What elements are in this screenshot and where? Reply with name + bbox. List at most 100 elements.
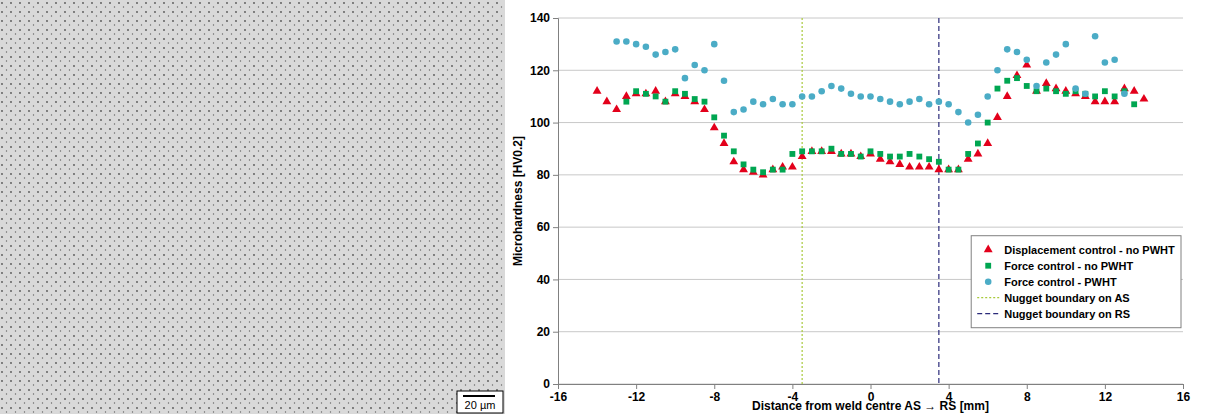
- data-point: [1004, 46, 1011, 53]
- x-tick-label: -8: [709, 390, 720, 404]
- grid-line: [558, 18, 1183, 19]
- data-point: [1130, 86, 1139, 94]
- data-point: [730, 109, 737, 116]
- data-point: [915, 162, 924, 170]
- data-point: [612, 104, 621, 112]
- y-axis-title: Microhardness [HV0.2]: [511, 136, 525, 266]
- data-point: [857, 93, 864, 100]
- data-point: [1014, 49, 1021, 56]
- data-point: [1102, 88, 1108, 94]
- data-point: [848, 151, 854, 157]
- data-point: [983, 138, 992, 146]
- x-tick: 12: [1099, 384, 1113, 404]
- data-point: [838, 151, 844, 157]
- y-tick-label: 40: [537, 273, 551, 287]
- data-point: [721, 133, 727, 139]
- data-point: [1131, 101, 1137, 107]
- data-point: [682, 91, 688, 97]
- x-tick-mark: [949, 384, 950, 389]
- x-tick-mark: [792, 384, 793, 389]
- data-point: [907, 151, 913, 157]
- data-point: [965, 151, 971, 157]
- legend-swatch: [984, 245, 993, 253]
- data-point: [1003, 91, 1012, 99]
- legend: Displacement control - no PWHT Force cont…: [971, 236, 1181, 328]
- data-point: [809, 93, 816, 100]
- data-point: [994, 67, 1001, 74]
- data-point: [623, 38, 630, 45]
- data-point: [1100, 97, 1109, 105]
- y-tick-label: 140: [530, 11, 550, 25]
- data-point: [905, 162, 914, 170]
- data-point: [887, 98, 894, 105]
- legend-label: Nugget boundary on RS: [1004, 308, 1130, 320]
- reference-line: [938, 18, 939, 384]
- grid: [558, 18, 1183, 384]
- data-point: [807, 146, 816, 154]
- data-point: [749, 167, 758, 175]
- data-point: [643, 43, 650, 50]
- data-point: [780, 167, 786, 173]
- y-tick: 40: [537, 273, 558, 287]
- data-point: [887, 154, 893, 160]
- data-point: [936, 98, 943, 105]
- data-point: [897, 101, 904, 108]
- data-point: [926, 101, 933, 108]
- data-point: [622, 91, 631, 99]
- legend-swatch: [977, 297, 999, 298]
- data-point: [954, 165, 963, 173]
- data-point: [602, 97, 611, 105]
- data-point: [866, 149, 875, 157]
- scale-bar-label: 20 µm: [465, 399, 496, 411]
- grid-line: [558, 70, 1183, 71]
- data-point: [633, 41, 640, 48]
- data-point: [975, 111, 982, 118]
- y-tick-mark: [553, 18, 558, 19]
- data-point: [1053, 88, 1059, 94]
- x-axis-title: Distance from weld centre AS → RS [mm]: [752, 399, 989, 413]
- data-point: [711, 41, 718, 48]
- data-point: [868, 148, 874, 154]
- data-point: [897, 154, 903, 160]
- x-tick-mark: [871, 384, 872, 389]
- data-point: [1111, 57, 1118, 64]
- y-tick-label: 60: [537, 220, 551, 234]
- data-point: [613, 38, 620, 45]
- legend-swatch: [985, 263, 991, 269]
- x-tick: -16: [550, 384, 568, 404]
- data-point: [906, 98, 913, 105]
- y-tick: 100: [530, 116, 558, 130]
- data-point: [856, 151, 865, 159]
- legend-label: Displacement control - no PWHT: [1004, 244, 1175, 256]
- data-point: [818, 88, 825, 95]
- y-tick-label: 80: [537, 168, 551, 182]
- data-point: [1121, 91, 1128, 98]
- data-point: [1063, 91, 1069, 97]
- data-point: [867, 93, 874, 100]
- data-point: [632, 89, 641, 97]
- data-point: [741, 161, 747, 167]
- data-point: [682, 75, 689, 82]
- micrograph: 20 µm: [0, 0, 505, 414]
- data-point: [819, 148, 825, 154]
- y-tick-mark: [553, 70, 558, 71]
- data-point: [916, 154, 922, 160]
- x-tick: -12: [628, 384, 646, 404]
- y-tick-label: 0: [543, 377, 550, 391]
- data-point: [750, 98, 757, 105]
- data-point: [1082, 91, 1088, 97]
- x-tick-label: 12: [1099, 390, 1113, 404]
- x-tick-mark: [636, 384, 637, 389]
- data-point: [985, 120, 991, 126]
- data-point: [1092, 94, 1098, 100]
- data-point: [720, 138, 729, 146]
- legend-label: Force control - PWHT: [1004, 276, 1117, 288]
- data-point: [944, 165, 953, 173]
- data-point: [946, 167, 952, 173]
- data-point: [799, 93, 806, 100]
- series: [623, 75, 1137, 175]
- data-point: [690, 97, 699, 105]
- legend-swatch: [977, 313, 999, 314]
- y-tick: 80: [537, 168, 558, 182]
- data-point: [643, 91, 649, 97]
